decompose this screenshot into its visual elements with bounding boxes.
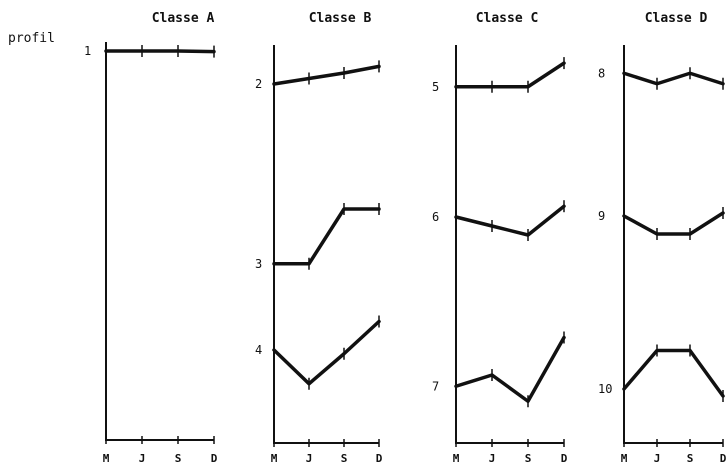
class-title: Classe D — [645, 11, 708, 26]
profile-8-line — [622, 71, 725, 86]
profile-number-label: 9 — [598, 209, 605, 223]
x-tick-label: M — [453, 452, 460, 465]
profile-6-line — [454, 204, 566, 237]
x-tick-label: J — [489, 452, 496, 465]
profile-5-line — [454, 61, 566, 89]
class-panel-4: Classe D M J S D 8 9 10 — [598, 11, 727, 465]
profile-number-label: 10 — [598, 382, 612, 396]
profile-number-label: 1 — [84, 44, 91, 58]
profile-number-label: 2 — [255, 77, 262, 91]
x-tick-label: D — [376, 452, 383, 465]
class-title: Classe C — [476, 11, 539, 26]
x-tick-label: S — [341, 452, 348, 465]
profile-3-line — [272, 207, 381, 266]
x-tick-label: J — [139, 452, 146, 465]
x-tick-label: M — [271, 452, 278, 465]
profile-2-line — [272, 64, 381, 86]
profile-7-line — [454, 335, 566, 403]
y-axis-label: profil — [8, 31, 55, 46]
x-tick-label: J — [306, 452, 313, 465]
profile-4-line — [272, 319, 381, 386]
profile-number-label: 4 — [255, 343, 262, 357]
x-tick-label: S — [175, 452, 182, 465]
profile-number-label: 8 — [598, 66, 605, 80]
profile-9-line — [622, 211, 725, 236]
class-panel-2: Classe B M J S D 2 3 4 — [255, 11, 383, 465]
x-tick-label: J — [654, 452, 661, 465]
x-tick-label: S — [525, 452, 532, 465]
x-tick-label: D — [561, 452, 568, 465]
class-panel-1: Classe A M J S D 1 — [84, 11, 218, 465]
x-tick-label: D — [211, 452, 218, 465]
profile-number-label: 5 — [432, 80, 439, 94]
class-title: Classe A — [152, 11, 215, 26]
class-panel-3: Classe C M J S D 5 6 7 — [432, 11, 568, 465]
profile-number-label: 6 — [432, 210, 439, 224]
x-tick-label: M — [621, 452, 628, 465]
class-title: Classe B — [309, 11, 372, 26]
profile-number-label: 3 — [255, 257, 262, 271]
profile-10-line — [622, 348, 725, 398]
x-tick-label: S — [687, 452, 694, 465]
profile-number-label: 7 — [432, 379, 439, 393]
x-tick-label: M — [103, 452, 110, 465]
class-panels: Classe A M J S D 1 Classe B M J S D 2 3 4 Classe C M J S D… — [84, 11, 727, 465]
profile-1-line — [104, 49, 216, 54]
x-tick-label: D — [720, 452, 727, 465]
